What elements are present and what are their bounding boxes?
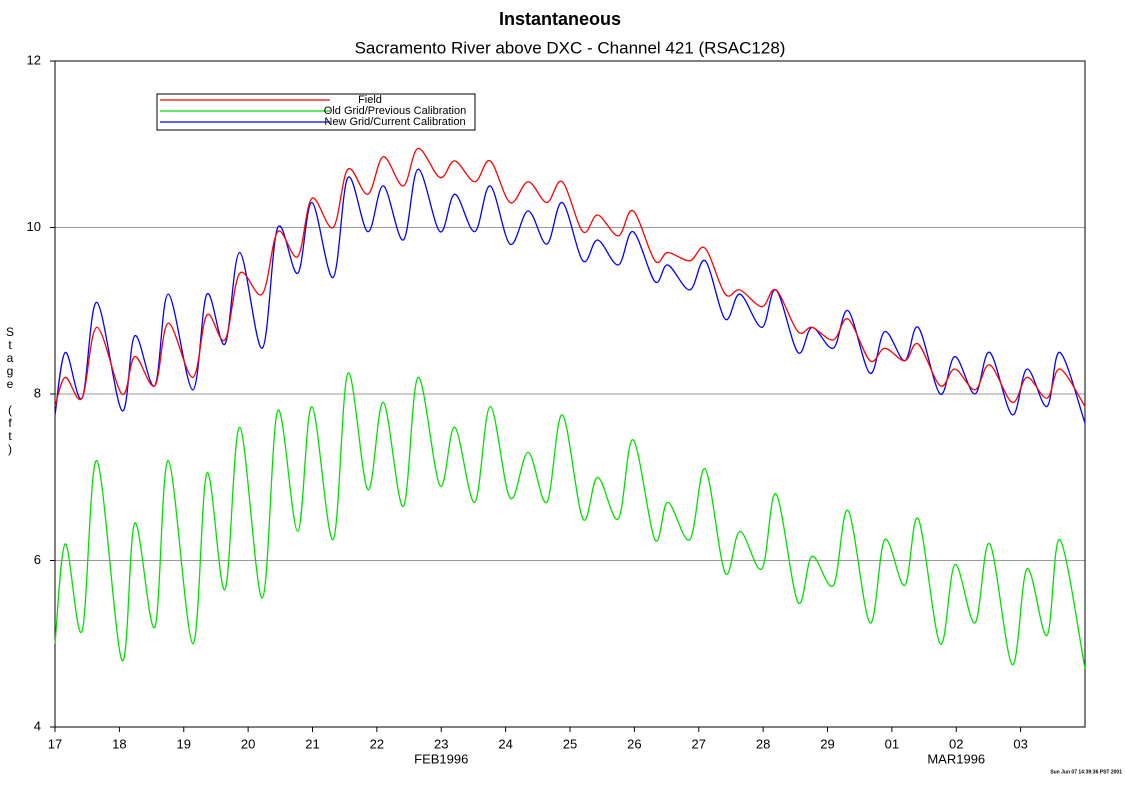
x-tick-label: 23 — [434, 736, 448, 751]
y-tick-label: 6 — [34, 552, 41, 567]
x-tick-label: 29 — [820, 736, 834, 751]
x-tick-label: 02 — [949, 736, 963, 751]
series-line — [54, 168, 1086, 424]
x-tick-label: 03 — [1013, 736, 1027, 751]
series-line — [54, 147, 1086, 407]
x-tick-label: 19 — [177, 736, 191, 751]
x-tick-label: 20 — [241, 736, 255, 751]
legend-label: Field — [358, 94, 382, 106]
x-tick-label: 18 — [112, 736, 126, 751]
x-month-label: FEB1996 — [414, 751, 468, 766]
plot-frame — [54, 60, 1086, 728]
x-tick-label: 26 — [627, 736, 641, 751]
x-tick-label: 22 — [370, 736, 384, 751]
x-tick-label: 21 — [305, 736, 319, 751]
chart-subtitle: Sacramento River above DXC - Channel 421… — [355, 38, 786, 57]
footer: Sun Jun 07 14:39:36 PST 2001 — [1050, 769, 1122, 775]
x-tick-label: 17 — [48, 736, 62, 751]
x-tick-label: 25 — [563, 736, 577, 751]
y-axis-label: Stage (ft) — [3, 325, 17, 455]
y-tick-label: 4 — [34, 718, 41, 733]
y-tick-label: 12 — [27, 52, 41, 67]
legend-label: New Grid/Current Calibration — [324, 116, 465, 128]
x-tick-label: 01 — [885, 736, 899, 751]
y-tick-label: 10 — [27, 219, 41, 234]
x-tick-label: 28 — [756, 736, 770, 751]
legend-label: Old Grid/Previous Calibration — [324, 105, 466, 117]
x-tick-label: 24 — [498, 736, 512, 751]
x-tick-label: 27 — [692, 736, 706, 751]
chart-title: Instantaneous — [499, 9, 621, 29]
x-month-label: MAR1996 — [927, 751, 985, 766]
y-tick-label: 8 — [34, 385, 41, 400]
series-line — [54, 372, 1086, 669]
